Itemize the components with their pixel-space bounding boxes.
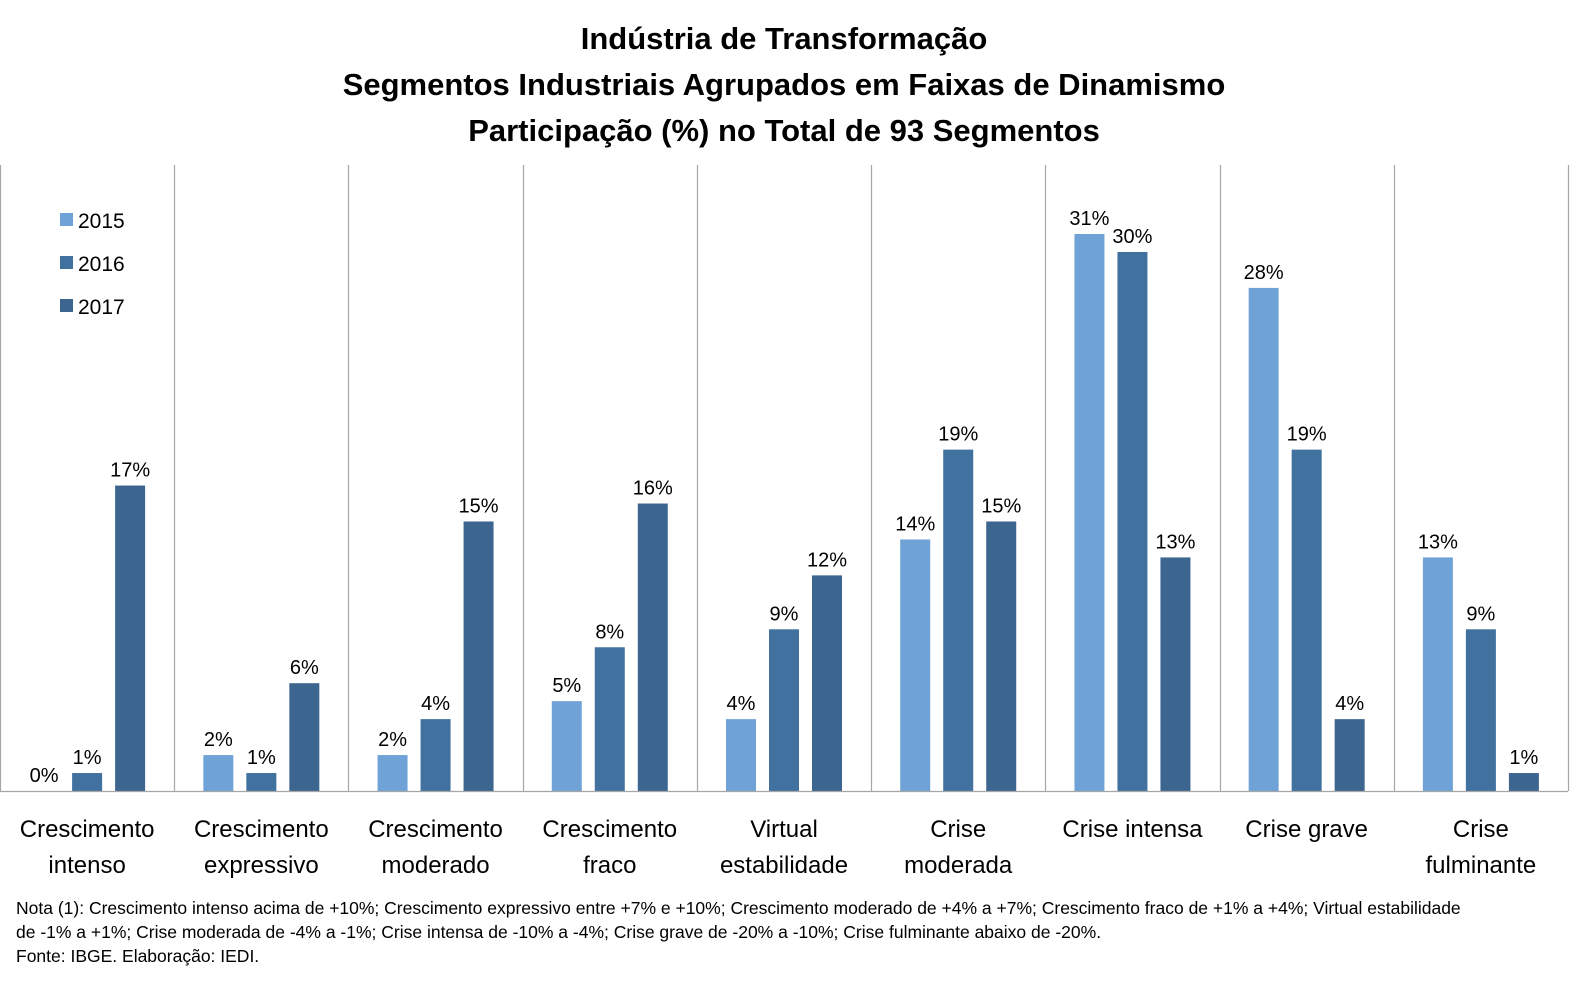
data-label: 12% bbox=[807, 549, 847, 571]
data-label: 0% bbox=[30, 765, 59, 787]
bar-2017 bbox=[637, 503, 668, 791]
category-label: Crescimento bbox=[368, 816, 503, 843]
bar-2017 bbox=[1508, 773, 1539, 791]
category-label: fraco bbox=[583, 852, 636, 879]
category-label: Crise grave bbox=[1245, 816, 1368, 843]
category-label: Crescimento bbox=[20, 816, 155, 843]
category-label: Crise intensa bbox=[1062, 816, 1203, 843]
category-label: Crise bbox=[930, 816, 986, 843]
note-line-2: de -1% a +1%; Crise moderada de -4% a -1… bbox=[16, 922, 1102, 942]
data-label: 4% bbox=[727, 693, 756, 715]
data-label: 30% bbox=[1112, 226, 1152, 248]
data-label: 15% bbox=[459, 495, 499, 517]
category-label: Crescimento bbox=[194, 816, 329, 843]
category-label: intenso bbox=[48, 852, 125, 879]
data-label: 13% bbox=[1418, 531, 1458, 553]
source-line: Fonte: IBGE. Elaboração: IEDI. bbox=[16, 946, 260, 966]
data-label: 6% bbox=[290, 657, 319, 679]
legend-label: 2015 bbox=[78, 210, 125, 233]
note-line-1: Nota (1): Crescimento intenso acima de +… bbox=[16, 898, 1461, 918]
bar-2016 bbox=[769, 629, 799, 791]
chart-title: Indústria de Transformação Segmentos Ind… bbox=[0, 16, 1568, 154]
category-label: expressivo bbox=[204, 852, 319, 879]
bar-2016 bbox=[943, 449, 974, 791]
data-label: 15% bbox=[981, 495, 1021, 517]
bar-2015 bbox=[900, 539, 931, 791]
legend-label: 2017 bbox=[78, 296, 125, 319]
data-label: 5% bbox=[552, 675, 581, 697]
category-label: moderado bbox=[382, 852, 490, 879]
bar-2016 bbox=[72, 773, 103, 791]
chart-notes: Nota (1): Crescimento intenso acima de +… bbox=[16, 896, 1566, 968]
bar-2015 bbox=[1422, 557, 1453, 791]
data-label: 13% bbox=[1155, 531, 1195, 553]
bar-2016 bbox=[420, 719, 451, 791]
data-label: 28% bbox=[1244, 262, 1284, 284]
bar-2016 bbox=[246, 773, 277, 791]
bar-2016 bbox=[1465, 629, 1496, 791]
data-label: 14% bbox=[895, 513, 935, 535]
data-label: 2% bbox=[378, 729, 407, 751]
category-label: moderada bbox=[904, 852, 1013, 879]
bar-2015 bbox=[1074, 234, 1105, 791]
legend-swatch bbox=[60, 299, 73, 312]
data-label: 4% bbox=[1335, 693, 1364, 715]
bar-2017 bbox=[289, 683, 320, 791]
category-label: Virtual bbox=[750, 816, 818, 843]
legend-swatch bbox=[60, 256, 73, 269]
chart-title-line-3: Participação (%) no Total de 93 Segmento… bbox=[468, 113, 1100, 148]
data-label: 8% bbox=[595, 621, 624, 643]
data-label: 4% bbox=[421, 693, 450, 715]
data-label: 19% bbox=[1287, 424, 1327, 446]
data-label: 2% bbox=[204, 729, 233, 751]
bar-2017 bbox=[812, 575, 842, 791]
data-label: 16% bbox=[633, 478, 673, 500]
chart-title-line-1: Indústria de Transformação bbox=[580, 21, 988, 56]
bar-2015 bbox=[1248, 287, 1279, 791]
category-label: Crise bbox=[1453, 816, 1509, 843]
legend-label: 2016 bbox=[78, 253, 125, 276]
bar-2016 bbox=[594, 647, 625, 791]
bar-2015 bbox=[551, 701, 582, 791]
bar-2017 bbox=[1160, 557, 1191, 791]
data-label: 9% bbox=[1466, 603, 1495, 625]
legend-swatch bbox=[60, 213, 73, 226]
bar-2015 bbox=[203, 755, 234, 791]
bar-2017 bbox=[463, 521, 494, 791]
data-label: 1% bbox=[247, 747, 276, 769]
chart-title-line-2: Segmentos Industriais Agrupados em Faixa… bbox=[342, 67, 1226, 102]
bar-2015 bbox=[377, 755, 408, 791]
bar-2016 bbox=[1291, 449, 1322, 791]
data-label: 17% bbox=[110, 460, 150, 482]
bar-2017 bbox=[1334, 719, 1365, 791]
category-label: fulminante bbox=[1426, 852, 1537, 879]
data-label: 1% bbox=[1509, 747, 1538, 769]
data-label: 31% bbox=[1069, 208, 1109, 230]
data-label: 19% bbox=[938, 424, 978, 446]
bar-2017 bbox=[115, 485, 146, 791]
data-label: 9% bbox=[770, 603, 799, 625]
category-label: Crescimento bbox=[542, 816, 677, 843]
data-label: 1% bbox=[73, 747, 102, 769]
bar-2015 bbox=[726, 719, 756, 791]
bar-2016 bbox=[1117, 251, 1148, 791]
category-label: estabilidade bbox=[720, 852, 848, 879]
bar-chart: 0% 2% 2% 5% 4% 14% 31% 28% 13% 1% 1% 4% 8% 9% 19% 30% 19… bbox=[0, 165, 1570, 879]
bar-2017 bbox=[986, 521, 1017, 791]
